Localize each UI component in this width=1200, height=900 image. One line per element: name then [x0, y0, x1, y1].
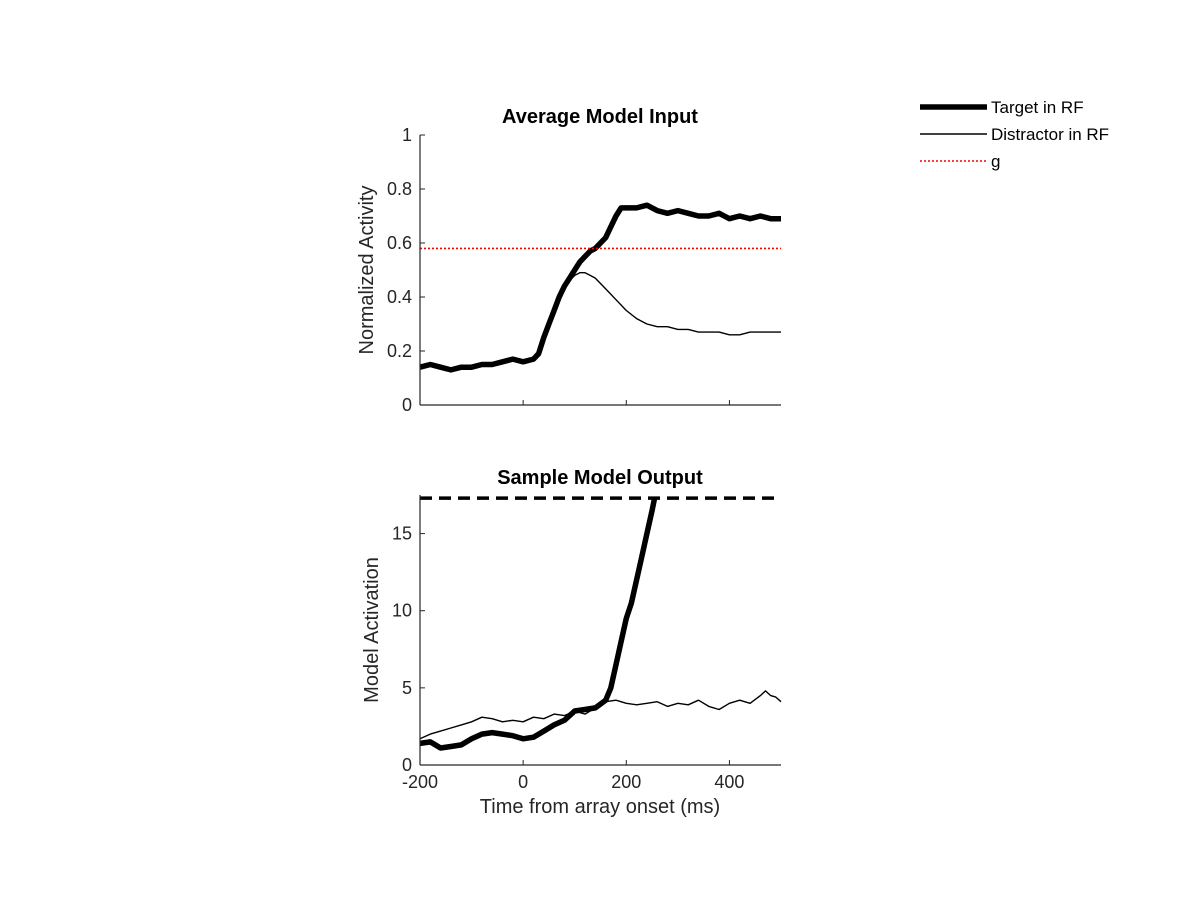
- bottom-chart-xlabel: Time from array onset (ms): [480, 796, 720, 818]
- y-tick-label: 0: [402, 755, 412, 775]
- top-chart: Average Model Input Normalized Activity …: [356, 106, 781, 415]
- y-tick-label: 0.4: [387, 287, 412, 307]
- y-tick-label: 0.2: [387, 341, 412, 361]
- bottom-chart: Sample Model Output Model Activation Tim…: [361, 467, 782, 818]
- legend: Target in RF Distractor in RF g: [920, 98, 1109, 171]
- series-distractor-in-rf: [419, 272, 781, 371]
- legend-label-target: Target in RF: [991, 98, 1084, 117]
- top-chart-plot-area: 0 0.2 0.4 0.6 0.8 1: [387, 125, 781, 415]
- x-tick-label: -200: [402, 772, 438, 792]
- x-tick-label: 400: [714, 772, 744, 792]
- y-tick-label: 15: [392, 524, 412, 544]
- bottom-chart-title: Sample Model Output: [497, 467, 703, 489]
- y-tick-label: 10: [392, 601, 412, 621]
- x-tick-label: 200: [611, 772, 641, 792]
- legend-label-distractor: Distractor in RF: [991, 125, 1109, 144]
- legend-label-g: g: [991, 152, 1000, 171]
- x-tick-label: 0: [518, 772, 528, 792]
- bottom-chart-ylabel: Model Activation: [361, 557, 383, 703]
- series-target-in-rf: [419, 497, 658, 751]
- y-tick-label: 0: [402, 395, 412, 415]
- top-chart-title: Average Model Input: [502, 106, 698, 128]
- series-target-in-rf: [419, 202, 781, 373]
- y-tick-label: 1: [402, 125, 412, 145]
- y-tick-label: 5: [402, 678, 412, 698]
- y-tick-label: 0.6: [387, 233, 412, 253]
- top-chart-ylabel: Normalized Activity: [356, 186, 378, 355]
- series-distractor-in-rf: [419, 690, 782, 740]
- y-tick-label: 0.8: [387, 179, 412, 199]
